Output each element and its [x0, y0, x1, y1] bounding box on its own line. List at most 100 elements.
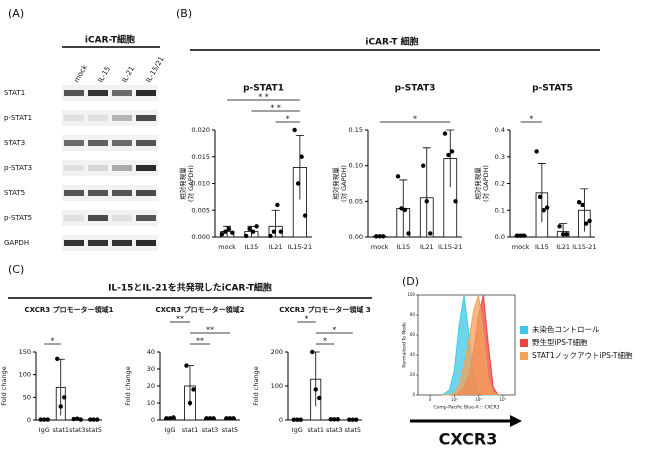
data-point: [421, 163, 426, 168]
data-point: [42, 417, 47, 422]
band: [64, 140, 84, 146]
x-tick-label: stat5: [222, 426, 239, 434]
data-point: [424, 199, 429, 204]
band: [136, 140, 156, 146]
data-point: [406, 231, 411, 236]
x-tick-label: stat3: [202, 426, 219, 434]
data-point: [191, 387, 196, 392]
data-point: [557, 224, 562, 229]
group-title: IL-15とIL-21を共発現したiCAR-T細胞: [108, 282, 272, 294]
data-point: [207, 416, 213, 421]
data-point: [271, 229, 277, 234]
x-tick-label: stat1: [52, 426, 69, 434]
panel-label: (B): [176, 7, 192, 20]
legend-label: 野生型iPS-T細胞: [532, 337, 588, 347]
x-tick-label: IL15-21: [288, 243, 312, 251]
y-axis-label: Fold change: [124, 366, 132, 405]
data-point: [45, 417, 50, 422]
data-point: [560, 232, 566, 237]
legend-label: STAT1ノックアウトiPS-T細胞: [532, 350, 633, 360]
y-axis-label: 相対発現量: [331, 167, 340, 200]
data-point: [62, 395, 67, 400]
data-point: [278, 229, 284, 234]
data-point: [521, 233, 527, 238]
data-point: [167, 416, 173, 421]
y-axis-label: (対 GAPDH): [481, 165, 490, 202]
x-tick-label: mock: [218, 243, 236, 251]
y-tick-label: 0.020: [191, 126, 210, 134]
data-point: [347, 417, 352, 422]
data-point: [247, 226, 252, 232]
x-tick-label: IL21: [420, 243, 434, 251]
x-tick-label: IL15: [535, 243, 549, 251]
row-label: STAT5: [4, 189, 25, 197]
data-point: [518, 233, 523, 238]
blot-strip: [62, 110, 158, 126]
x-tick-label: stat3: [326, 426, 343, 434]
band: [136, 115, 156, 121]
band: [136, 215, 156, 221]
data-point: [446, 152, 451, 158]
x-tick-label: stat1: [182, 426, 199, 434]
data-point: [381, 234, 386, 239]
x-tick-label: IL21: [269, 243, 283, 251]
data-point: [298, 417, 303, 422]
x-tick-label: stat5: [344, 426, 361, 434]
data-point: [250, 229, 256, 234]
y-tick-label: 0.10: [349, 162, 363, 170]
data-point: [442, 131, 448, 136]
data-point: [164, 416, 169, 421]
data-point: [302, 213, 308, 218]
x-tick-label: IgG: [292, 426, 303, 434]
y-tick-label: 150: [19, 348, 31, 356]
band: [112, 215, 132, 221]
error-bar: [295, 134, 304, 200]
y-axis-label: (対 GAPDH): [339, 165, 348, 202]
significance-label: *: [323, 337, 327, 346]
axis-title: CXCR3: [439, 430, 498, 449]
y-tick-label: 0.05: [349, 197, 363, 205]
significance-label: *: [286, 115, 290, 124]
data-point: [78, 417, 83, 422]
panel-label: (D): [402, 275, 419, 288]
data-point: [395, 174, 401, 179]
data-point: [187, 400, 193, 406]
row-label: p-STAT3: [4, 164, 32, 172]
data-point: [88, 417, 93, 422]
chart-title: CXCR3 プロモーター領域1: [25, 305, 114, 314]
band: [112, 240, 132, 246]
lane-label: IL-21: [121, 65, 137, 84]
lane-label: IL-15: [97, 65, 113, 84]
blot-strip: [62, 160, 158, 176]
error-bar: [537, 163, 546, 223]
row-label: STAT3: [4, 139, 25, 147]
blot-strip: [62, 135, 158, 151]
band: [64, 115, 84, 121]
data-point: [564, 232, 569, 237]
y-tick-label: 0: [279, 416, 283, 424]
x-tick-label: IgG: [164, 426, 175, 434]
x-tick-label: IL15: [396, 243, 410, 251]
y-tick-label: 0.010: [191, 180, 210, 188]
data-point: [449, 149, 455, 154]
y-axis-label: Fold change: [252, 366, 260, 405]
data-point: [402, 207, 408, 213]
band: [64, 240, 84, 246]
data-point: [254, 224, 259, 229]
y-tick-label: 100: [407, 292, 415, 297]
band: [136, 90, 156, 96]
significance-label: **: [206, 326, 214, 335]
data-point: [275, 202, 280, 208]
band: [112, 140, 132, 146]
x-axis-label: Comp-Pacific Blue-A :: CXCR3: [434, 405, 500, 411]
blot-strip: [62, 235, 158, 251]
data-point: [224, 416, 229, 421]
legend-swatch: [520, 352, 528, 360]
x-tick-label: mock: [371, 243, 389, 251]
band: [64, 90, 84, 96]
band: [88, 240, 108, 246]
y-tick-label: 60: [410, 332, 416, 337]
data-point: [399, 206, 404, 211]
chart-title: p-STAT5: [532, 84, 573, 94]
significance-label: *: [529, 115, 533, 124]
